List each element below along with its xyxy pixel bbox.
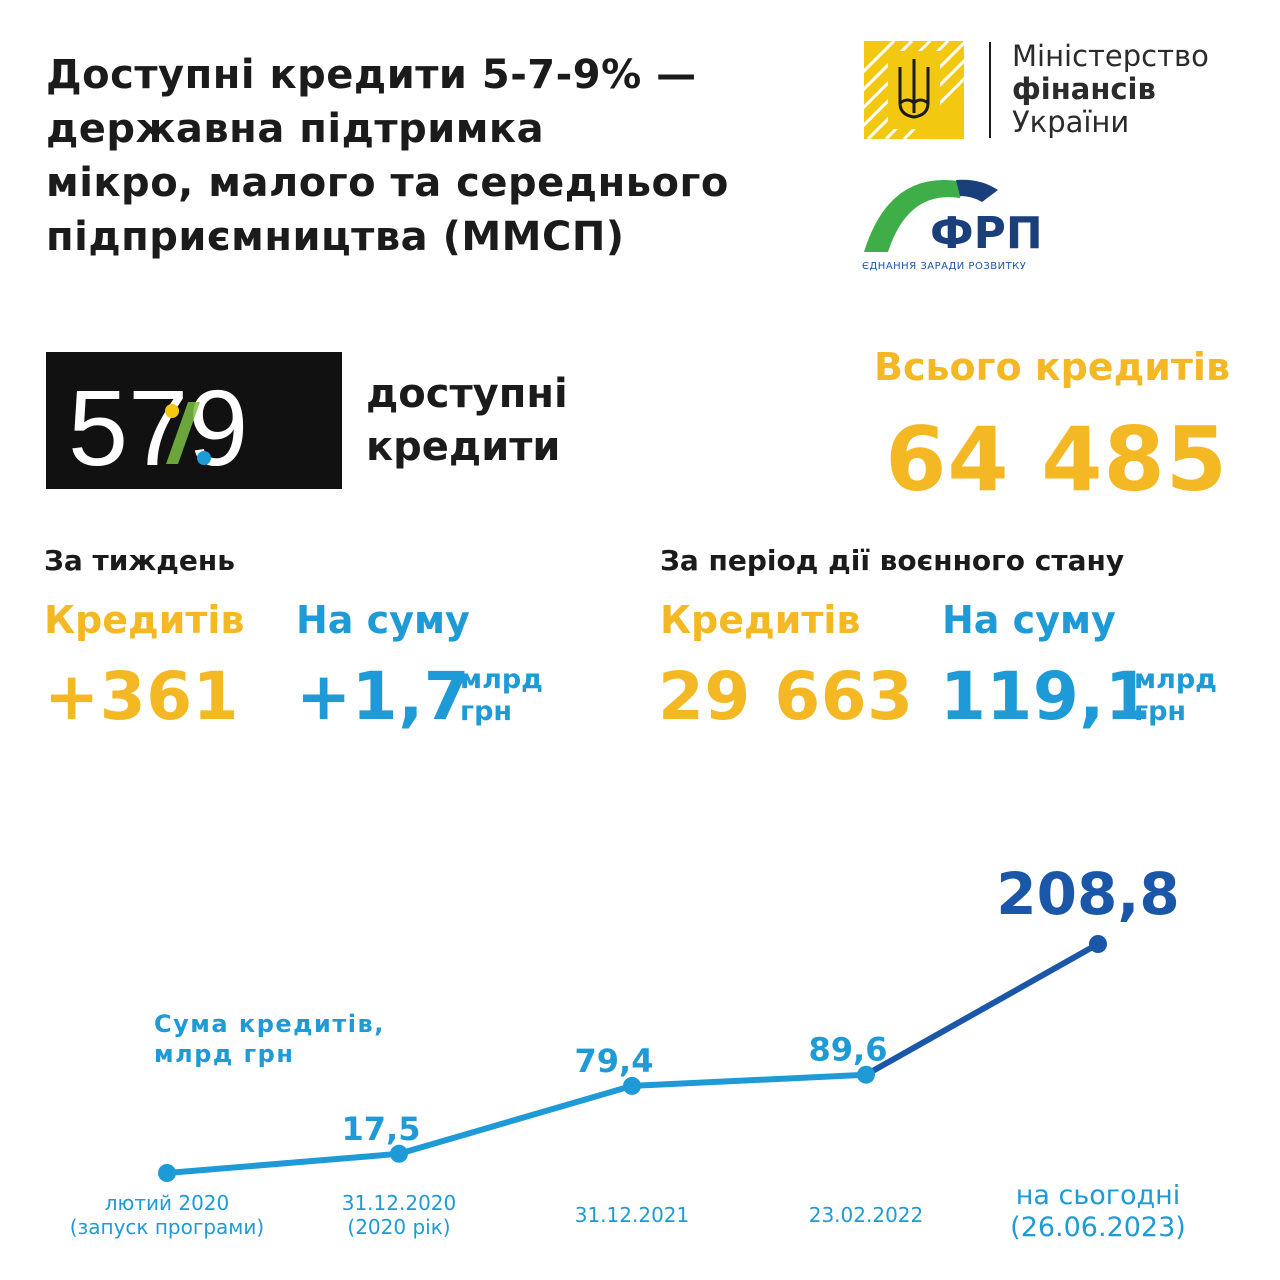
- badge-dot-yellow: [165, 404, 179, 418]
- chart-line-segment: [863, 941, 1101, 1078]
- trident-emblem-icon: [864, 41, 964, 139]
- badge-caption: доступні кредити: [366, 368, 568, 474]
- week-credits-label: Кредитів: [44, 598, 245, 642]
- title-line-4: підприємництва (ММСП): [46, 214, 625, 260]
- badge-slash-green: [166, 402, 200, 464]
- war-sum-label: На суму: [942, 598, 1116, 642]
- chart-series-label: млрд грн: [154, 1040, 294, 1068]
- ministry-line-2: фінансів: [1012, 72, 1156, 106]
- chart-value-label: 17,5: [342, 1110, 421, 1148]
- chart-value-label: 208,8: [996, 860, 1179, 928]
- war-sum-unit: млрд грн: [1134, 664, 1217, 728]
- war-unit-line-1: млрд: [1134, 664, 1217, 695]
- 579-badge: 579: [46, 352, 342, 489]
- week-sum-label: На суму: [296, 598, 470, 642]
- chart-line-segment: [396, 1082, 635, 1157]
- badge-dot-blue: [197, 451, 211, 465]
- chart-value-label: 89,6: [809, 1031, 888, 1069]
- chart-category-label: (26.06.2023): [1010, 1212, 1186, 1243]
- chart-point: [1089, 935, 1107, 953]
- frp-arc-blue: [956, 179, 998, 202]
- chart-category-label: (2020 рік): [347, 1215, 450, 1239]
- badge-caption-line-2: кредити: [366, 424, 561, 470]
- chart-point: [390, 1144, 408, 1163]
- war-credits-value: 29 663: [658, 658, 914, 735]
- ministry-line-3: України: [1012, 105, 1130, 139]
- chart-point: [857, 1065, 875, 1084]
- logo-divider: [989, 42, 991, 138]
- chart-category-label: лютий 2020: [105, 1191, 230, 1215]
- frp-arc-green: [864, 180, 964, 252]
- chart-point: [158, 1164, 176, 1182]
- chart-line-segment: [164, 1150, 402, 1176]
- week-unit-line-2: грн: [460, 696, 513, 727]
- war-sum-value: 119,1: [940, 658, 1152, 735]
- week-heading: За тиждень: [44, 544, 235, 577]
- frp-logo-tagline: ЄДНАННЯ ЗАРАДИ РОЗВИТКУ: [862, 261, 1026, 272]
- page-title: Доступні кредити 5-7-9% — державна підтр…: [46, 48, 806, 264]
- total-label: Всього кредитів: [874, 345, 1230, 389]
- chart-category-label: на сьогодні: [1016, 1180, 1181, 1211]
- chart-value-label: 79,4: [575, 1042, 654, 1080]
- title-line-2: державна підтримка: [46, 106, 545, 152]
- badge-number: 579: [68, 367, 248, 488]
- ministry-logo-text: Міністерство фінансів України: [1012, 40, 1209, 139]
- chart-category-label: 31.12.2021: [575, 1203, 690, 1227]
- week-sum-value: +1,7: [296, 658, 471, 735]
- chart-series-label: Сума кредитів,: [154, 1010, 385, 1038]
- chart-category-label: 31.12.2020: [342, 1191, 457, 1215]
- chart-line-segment: [629, 1071, 869, 1089]
- chart-category-label: 23.02.2022: [809, 1203, 924, 1227]
- frp-logo: ФРП ЄДНАННЯ ЗАРАДИ РОЗВИТКУ: [860, 176, 1070, 276]
- badge-caption-line-1: доступні: [366, 371, 568, 417]
- week-unit-line-1: млрд: [460, 664, 543, 695]
- ministry-line-1: Міністерство: [1012, 39, 1209, 73]
- war-unit-line-2: грн: [1134, 696, 1187, 727]
- war-heading: За період дії воєнного стану: [660, 544, 1125, 577]
- frp-logo-name: ФРП: [930, 208, 1043, 259]
- chart-category-label: (запуск програми): [70, 1215, 264, 1239]
- title-line-3: мікро, малого та середнього: [46, 160, 729, 206]
- total-value: 64 485: [885, 408, 1228, 511]
- loans-sum-chart: Сума кредитів,млрд грн 17,5 79,4 89,6 208,8 л…: [70, 860, 1186, 1243]
- chart-point: [623, 1076, 641, 1095]
- title-line-1: Доступні кредити 5-7-9% —: [46, 52, 697, 98]
- war-credits-label: Кредитів: [660, 598, 861, 642]
- week-sum-unit: млрд грн: [460, 664, 543, 728]
- week-credits-value: +361: [44, 658, 240, 735]
